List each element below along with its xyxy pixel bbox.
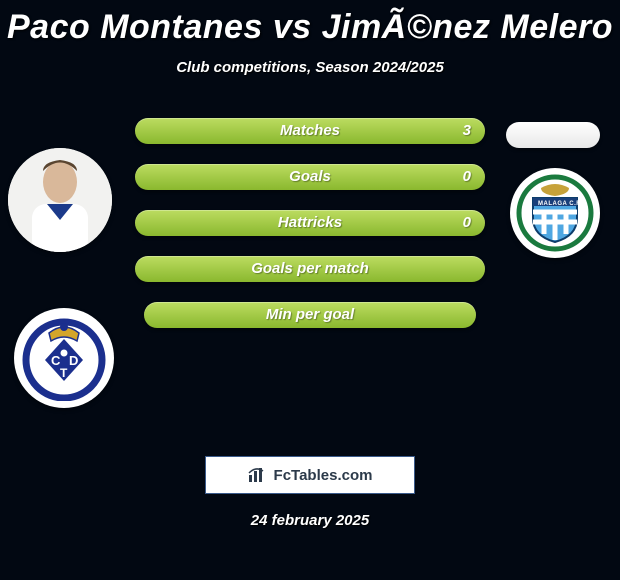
subtitle: Club competitions, Season 2024/2025: [0, 59, 620, 76]
stat-label: Goals: [135, 164, 485, 190]
stat-label: Min per goal: [144, 302, 477, 328]
club-badge-right: MALAGA C.F.: [510, 168, 600, 258]
stat-bar: Min per goal: [144, 302, 477, 328]
stat-value-right: 0: [463, 164, 471, 190]
stat-bar: Goals0: [135, 164, 485, 190]
stat-bar: Hattricks0: [135, 210, 485, 236]
blank-oval-right: [506, 122, 600, 148]
fctables-attribution: FcTables.com: [205, 456, 415, 494]
player-avatar-left: [8, 148, 112, 252]
stats-bars: Matches3Goals0Hattricks0Goals per matchM…: [135, 118, 485, 348]
tenerife-badge-icon: C D T: [21, 315, 107, 401]
bar-chart-icon: [248, 467, 268, 483]
page-title: Paco Montanes vs JimÃ©nez Melero: [0, 0, 620, 47]
stat-bar: Goals per match: [135, 256, 485, 282]
stat-label: Hattricks: [135, 210, 485, 236]
stat-label: Matches: [135, 118, 485, 144]
date-label: 24 february 2025: [0, 512, 620, 529]
stat-bar: Matches3: [135, 118, 485, 144]
right-column: MALAGA C.F.: [490, 108, 620, 448]
malaga-badge-icon: MALAGA C.F.: [516, 174, 594, 252]
svg-text:MALAGA C.F.: MALAGA C.F.: [538, 201, 582, 207]
stat-value-right: 0: [463, 210, 471, 236]
stat-value-right: 3: [463, 118, 471, 144]
left-column: C D T: [0, 108, 130, 448]
svg-text:D: D: [69, 353, 78, 368]
stat-label: Goals per match: [135, 256, 485, 282]
fctables-label: FcTables.com: [274, 467, 373, 484]
club-badge-left: C D T: [14, 308, 114, 408]
player-photo-icon: [8, 148, 112, 252]
svg-text:T: T: [60, 366, 68, 380]
comparison-panel: C D T Matches3Goals0Hattricks0Goals per …: [0, 108, 620, 448]
